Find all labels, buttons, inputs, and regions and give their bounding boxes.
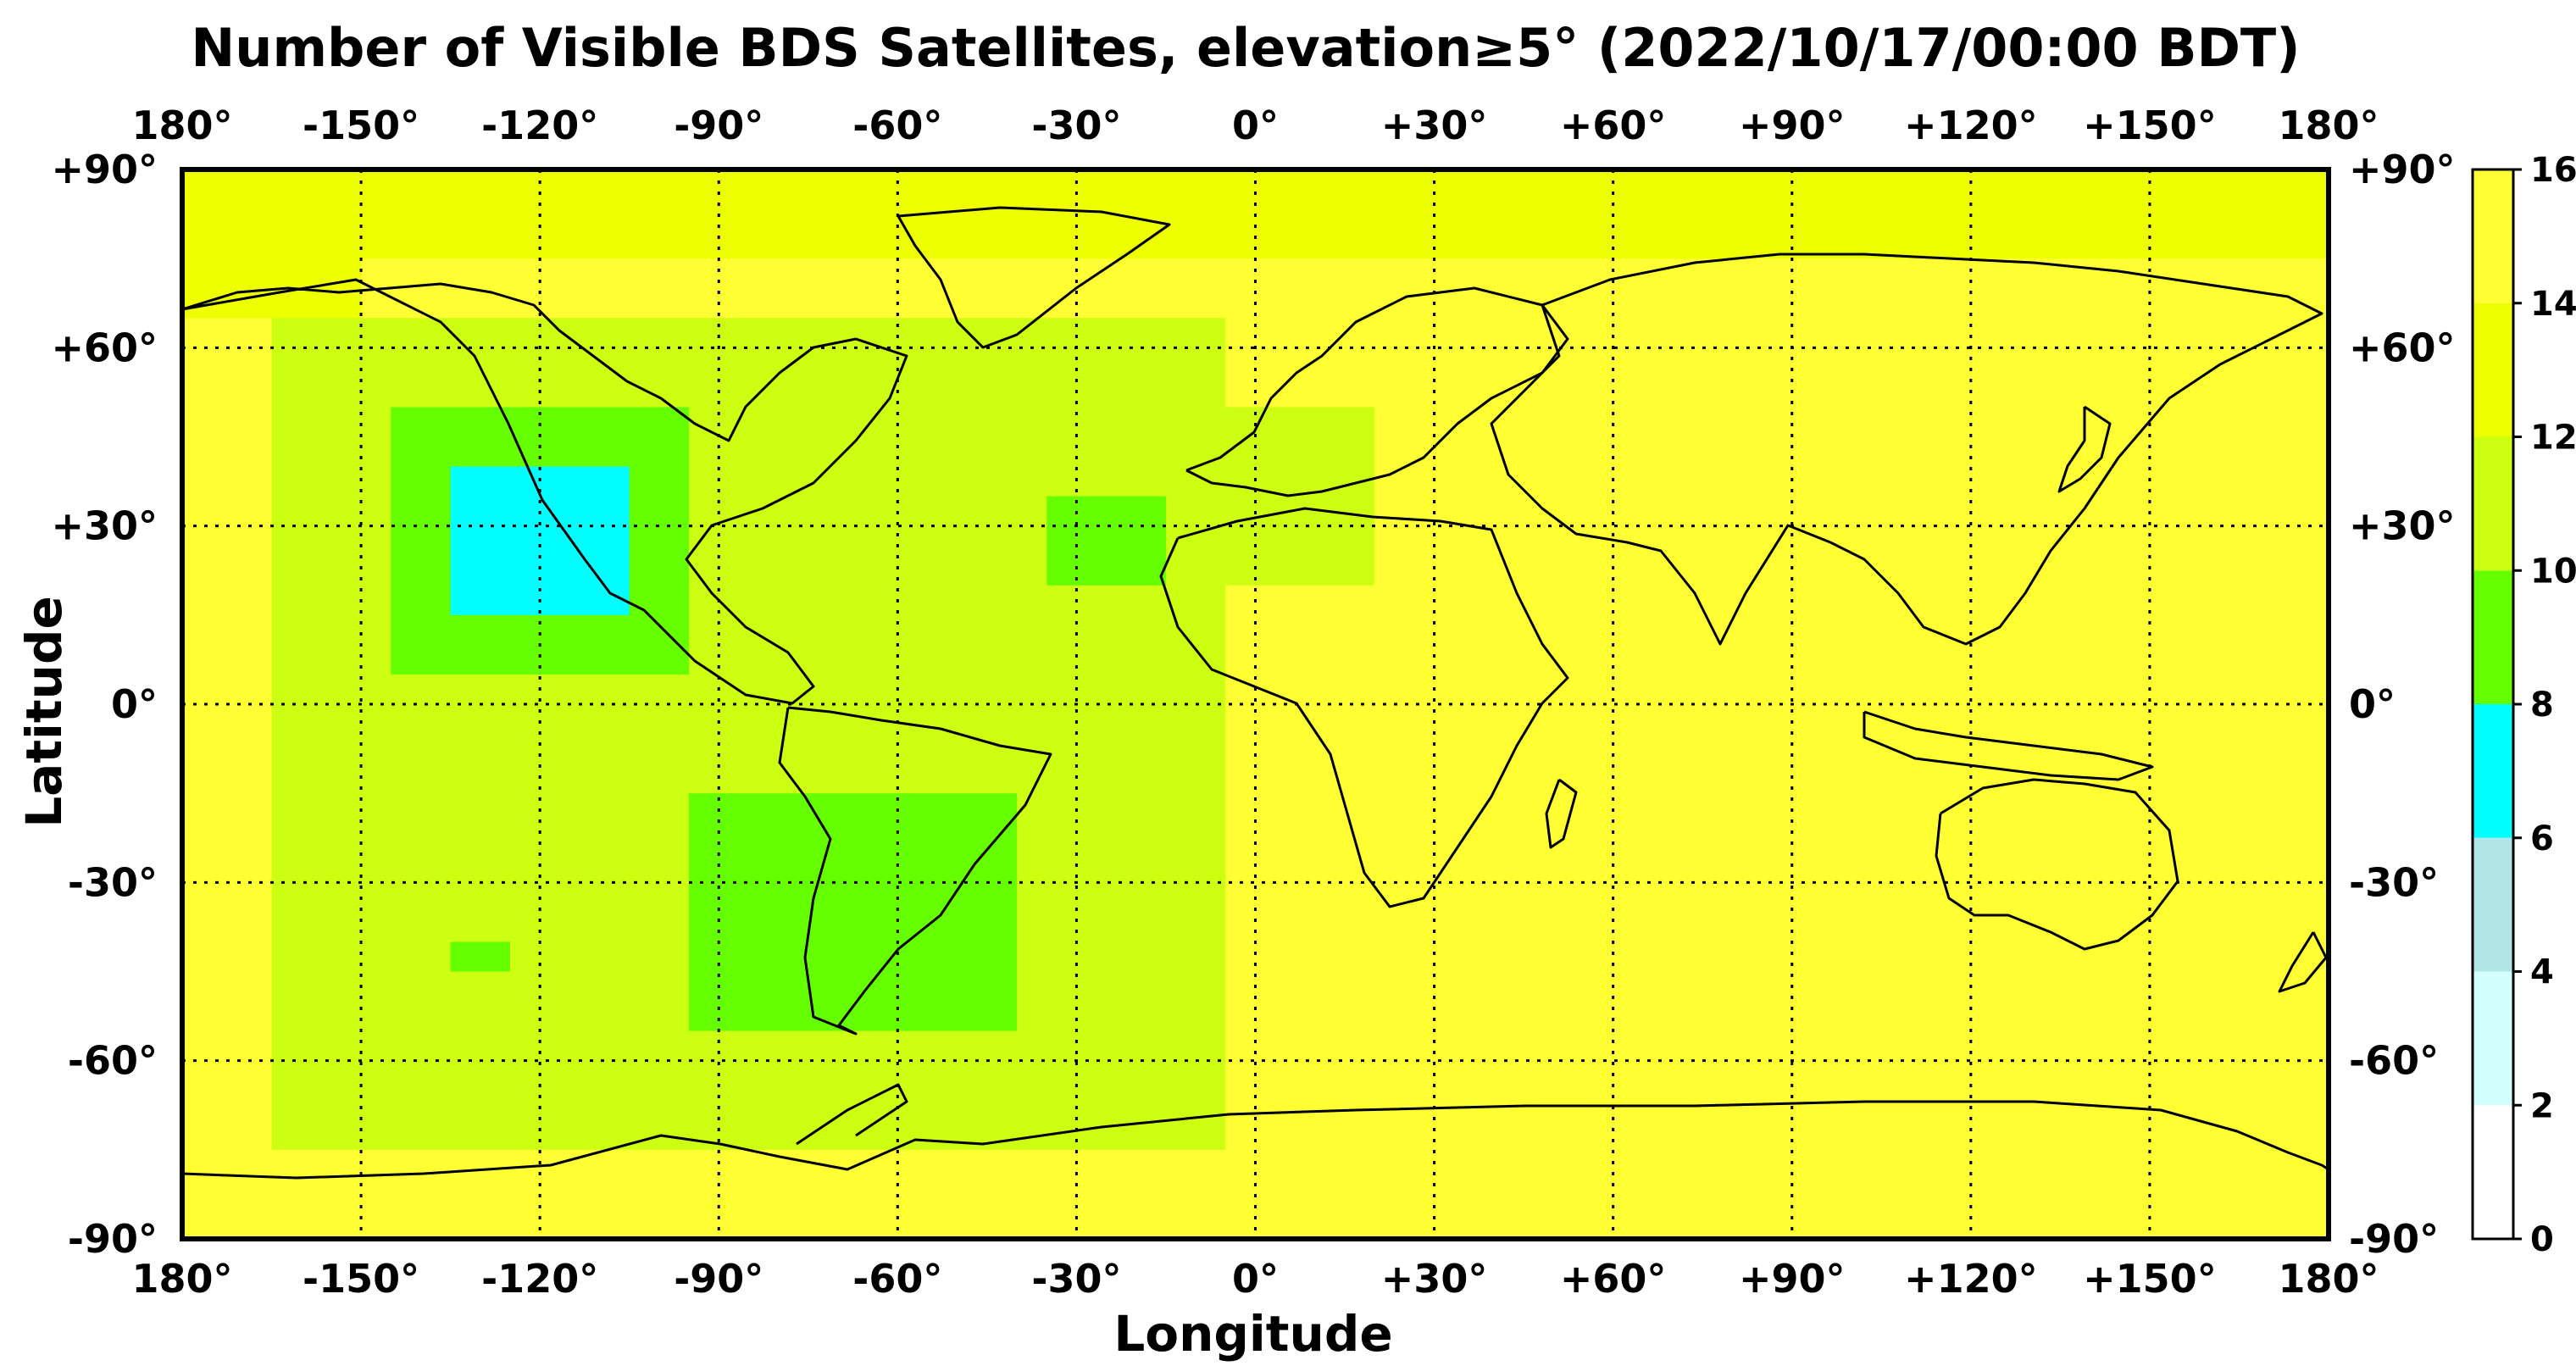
x-tick-label: +90° (1739, 1256, 1846, 1302)
y-axis-label: Latitude (15, 596, 73, 828)
y-tick-label: +90° (51, 147, 158, 192)
y-tick-label-right: +30° (2349, 503, 2456, 549)
coastlines (181, 206, 2329, 1180)
x-tick-label-top: 180° (131, 103, 232, 148)
x-tick-label-top: 180° (2278, 103, 2379, 148)
colorbar-bin (2473, 704, 2513, 838)
x-tick-label: -120° (481, 1256, 598, 1302)
coastline-madagascar (1545, 778, 1578, 849)
y-tick-label-right: -90° (2349, 1216, 2439, 1262)
graticule (182, 169, 2329, 1239)
colorbar-tick-label: 6 (2530, 819, 2554, 858)
y-tick-label-right: -60° (2349, 1038, 2439, 1084)
x-tick-label-top: +30° (1381, 103, 1488, 148)
visibility-cell (689, 793, 1018, 1031)
x-tick-label-top: +60° (1560, 103, 1667, 148)
x-tick-label: +150° (2083, 1256, 2217, 1302)
colorbar-tick-label: 16 (2530, 151, 2576, 190)
y-tick-label: +60° (51, 325, 158, 370)
colorbar-bin (2473, 1105, 2513, 1239)
colorbar-bin (2473, 169, 2513, 303)
x-tick-label-top: -30° (1031, 103, 1121, 148)
y-tick-label: -30° (68, 859, 158, 905)
y-tick-label: -60° (68, 1038, 158, 1084)
y-tick-label: -90° (68, 1216, 158, 1262)
y-tick-label: 0° (111, 681, 158, 727)
x-tick-label: +30° (1381, 1256, 1488, 1302)
visibility-cell (450, 466, 630, 615)
coastline-indonesia (1863, 710, 2154, 781)
coastline-new-zealand (2278, 931, 2328, 993)
x-tick-label: 0° (1232, 1256, 1279, 1302)
colorbar-tick-label: 8 (2530, 686, 2554, 725)
x-axis-label: Longitude (1113, 1305, 1392, 1363)
x-tick-label: -150° (303, 1256, 419, 1302)
x-tick-label-top: -60° (852, 103, 942, 148)
coastline-asia (1490, 253, 2323, 646)
colorbar-bin (2473, 837, 2513, 972)
visibility-cell (1225, 407, 1375, 586)
visibility-cell (450, 941, 510, 972)
coastline-africa (1159, 507, 1569, 908)
colorbar-bin (2473, 971, 2513, 1106)
x-tick-label: -60° (852, 1256, 942, 1302)
colorbar-bin (2473, 570, 2513, 704)
y-tick-label-right: +60° (2349, 325, 2456, 370)
x-tick-label-top: -90° (674, 103, 763, 148)
chart-title: Number of Visible BDS Satellites, elevat… (191, 17, 2300, 79)
colorbar-tick-label: 10 (2530, 552, 2576, 591)
coastline-australia (1935, 778, 2179, 951)
map-frame (180, 167, 2331, 1241)
colorbar-tick-label: 0 (2530, 1220, 2554, 1259)
x-tick-label-top: +150° (2083, 103, 2217, 148)
colorbar-bin (2473, 303, 2513, 437)
x-tick-label-top: +120° (1904, 103, 2038, 148)
coastline-north-america (181, 278, 908, 705)
longitude-ticks-top: 180° -150° -120° -90° -60° -30° 0° +30° +60° +90°… (131, 103, 2379, 148)
longitude-ticks-bottom: 180° -150° -120° -90° -60° -30° 0° +30° +60° +90°… (131, 1256, 2379, 1302)
y-tick-label-right: -30° (2349, 859, 2439, 905)
visibility-cell (1046, 496, 1166, 586)
x-tick-label: -30° (1031, 1256, 1121, 1302)
x-tick-label: +60° (1560, 1256, 1667, 1302)
colorbar-tick-label: 2 (2530, 1086, 2554, 1125)
colorbar-tick-label: 12 (2530, 419, 2576, 458)
x-tick-label: 180° (2278, 1256, 2379, 1302)
coastline-japan (2057, 405, 2112, 493)
coastline-greenland (897, 206, 1171, 349)
coastline-south-america (778, 706, 1052, 1036)
x-tick-label: 180° (131, 1256, 232, 1302)
colorbar-tick-label: 14 (2530, 285, 2576, 324)
x-tick-label-top: 0° (1232, 103, 1279, 148)
colorbar: 0 2 4 6 8 10 12 14 16 (2471, 151, 2576, 1259)
x-tick-label: +120° (1904, 1256, 2038, 1302)
latitude-ticks-right: +90° +60° +30° 0° -30° -60° -90° (2349, 147, 2456, 1262)
colorbar-tick-label: 4 (2530, 953, 2554, 992)
x-tick-label-top: +90° (1739, 103, 1846, 148)
coastline-europe (1185, 286, 1569, 497)
x-tick-label-top: -120° (481, 103, 598, 148)
x-tick-label: -90° (674, 1256, 763, 1302)
latitude-ticks-left: +90° +60° +30° 0° -30° -60° -90° (51, 147, 158, 1262)
map-plot-area (180, 167, 2331, 1241)
y-tick-label-right: +90° (2349, 147, 2456, 192)
y-tick-label: +30° (51, 503, 158, 549)
x-tick-label-top: -150° (303, 103, 419, 148)
y-tick-label-right: 0° (2349, 681, 2396, 727)
coastline-antarctica (181, 1100, 2329, 1180)
colorbar-bin (2473, 436, 2513, 571)
